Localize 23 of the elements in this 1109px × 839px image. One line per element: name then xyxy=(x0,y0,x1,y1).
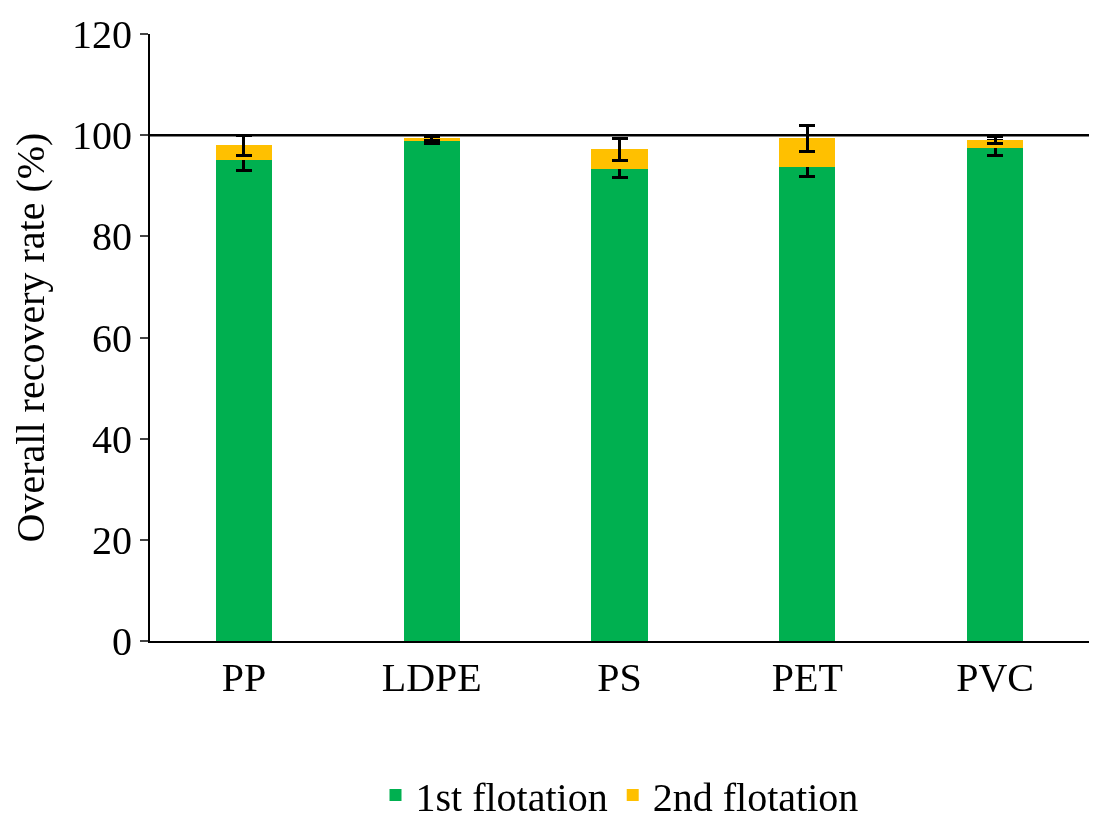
bar xyxy=(966,147,1024,641)
x-tick-label: PS xyxy=(597,655,642,700)
y-tick-label: 100 xyxy=(72,113,132,159)
y-tick-label: 120 xyxy=(72,12,132,57)
y-tick-label: 40 xyxy=(92,416,132,462)
x-tick-label: PVC xyxy=(956,655,1035,700)
legend-label: 2nd flotation xyxy=(652,774,859,820)
x-tick-label: PP xyxy=(221,655,267,700)
bar xyxy=(779,167,836,641)
x-tick-label: LDPE xyxy=(381,655,482,700)
y-tick-label: 80 xyxy=(92,214,132,260)
y-tick-label: 0 xyxy=(112,619,132,664)
bar xyxy=(403,141,460,641)
bar xyxy=(591,149,648,170)
y-tick-label: 60 xyxy=(92,315,132,361)
x-tick-label: PET xyxy=(771,655,843,700)
bar xyxy=(215,159,273,641)
bar xyxy=(215,145,273,160)
bar xyxy=(591,169,648,641)
y-axis-title: Overall recovery rate (%) xyxy=(8,132,53,543)
legend-label: 1st flotation xyxy=(415,774,608,820)
bar xyxy=(779,138,836,168)
y-tick-label: 20 xyxy=(92,517,132,563)
